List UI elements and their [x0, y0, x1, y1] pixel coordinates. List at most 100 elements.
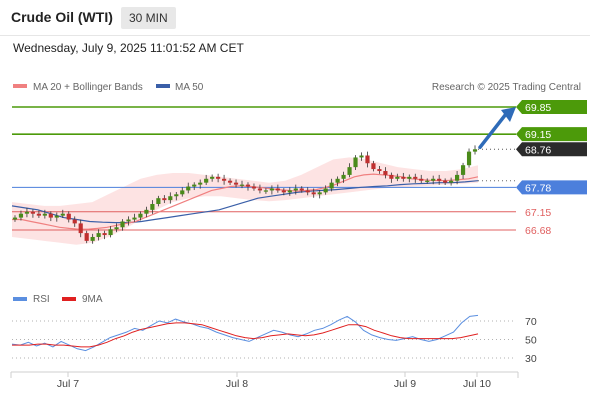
ma9-legend-swatch: [62, 297, 76, 301]
level-tags: 69.85 69.15 68.76 67.78 67.15 66.68: [516, 100, 587, 237]
candle-body: [132, 217, 137, 220]
rsi-legend-swatch: [13, 297, 27, 301]
x-tick-label: Jul 9: [394, 378, 416, 390]
x-tick-label: Jul 10: [463, 378, 491, 390]
candle-body: [114, 227, 119, 230]
ma50-legend-label: MA 50: [175, 82, 204, 93]
candles: [12, 145, 478, 244]
candle-body: [48, 213, 53, 218]
candle-body: [317, 192, 322, 195]
timestamp: Wednesday, July 9, 2025 11:01:52 AM CET: [13, 41, 244, 55]
candle-body: [18, 213, 24, 218]
candle-body: [138, 213, 143, 218]
candle-body: [210, 176, 215, 179]
level-tag-bg: [516, 142, 587, 157]
candle-body: [347, 167, 352, 175]
candle-body: [275, 188, 280, 191]
candle-body: [24, 211, 30, 214]
candle-body: [198, 182, 203, 185]
level-tag-resistance: 69.15: [525, 129, 551, 141]
x-tick-label: Jul 7: [57, 378, 79, 390]
candle-body: [401, 176, 406, 179]
level-tag-bg: [516, 127, 587, 142]
rsi-series-rsi: [11, 314, 479, 352]
candle-body: [383, 171, 388, 175]
rsi-series-9ma: [12, 322, 479, 348]
candle-body: [102, 233, 107, 236]
candle-body: [311, 192, 316, 195]
candle-body: [84, 233, 89, 241]
candle-body: [96, 233, 101, 237]
header-bar: Crude Oil (WTI) 30 MIN: [0, 0, 590, 36]
candle-body: [66, 213, 71, 220]
candle-body: [245, 184, 251, 187]
candle-body: [287, 190, 292, 193]
candle-body: [12, 217, 18, 220]
candle-body: [395, 176, 400, 179]
rsi-tick-label: 30: [525, 353, 537, 365]
forecast-arrow-head: [501, 107, 516, 122]
candle-body: [156, 198, 161, 205]
ma20-legend-label: MA 20 + Bollinger Bands: [33, 82, 143, 93]
candle-body: [263, 190, 269, 192]
candle-body: [126, 219, 131, 222]
candle-body: [329, 182, 334, 189]
candle-body: [257, 188, 263, 191]
candle-body: [431, 178, 436, 181]
moving-averages: [11, 173, 479, 230]
ma50-line: [11, 180, 479, 224]
candle-body: [437, 178, 442, 181]
instrument-title: Crude Oil (WTI): [11, 9, 113, 25]
timeframe-badge[interactable]: 30 MIN: [121, 7, 176, 29]
candle-body: [227, 180, 233, 183]
candle-body: [407, 176, 412, 179]
candle-body: [299, 188, 304, 191]
level-tag-support: 66.68: [525, 225, 551, 237]
candle-body: [269, 188, 274, 191]
candle-body: [168, 196, 173, 201]
ma20-legend-swatch: [13, 84, 27, 88]
level-tag-last: 68.76: [525, 144, 551, 156]
candle-body: [449, 180, 454, 183]
candle-body: [413, 176, 418, 179]
candle-body: [216, 176, 221, 179]
candle-body: [36, 213, 41, 216]
candle-body: [72, 219, 77, 224]
candle-body: [90, 236, 95, 241]
candle-body: [293, 188, 298, 191]
candle-body: [377, 169, 382, 172]
level-tag-pivot: 67.78: [525, 182, 551, 194]
candle-body: [466, 151, 472, 166]
candle-body: [239, 184, 245, 186]
candle-body: [221, 178, 227, 181]
rsi-panel: 70 50 30: [11, 314, 537, 365]
candle-body: [335, 178, 340, 183]
ma20-line: [12, 173, 479, 230]
candle-body: [341, 174, 346, 179]
candle-body: [60, 213, 65, 216]
candle-body: [281, 190, 286, 193]
candle-body: [365, 155, 370, 164]
ma50-legend-swatch: [156, 84, 170, 88]
candle-body: [162, 198, 167, 201]
candle-body: [460, 165, 466, 175]
forecast-arrow-shaft: [478, 112, 508, 150]
credit-text: Research © 2025 Trading Central: [432, 82, 581, 93]
rsi-tick-label: 70: [525, 316, 537, 328]
candle-body: [180, 190, 185, 195]
candle-body: [359, 155, 364, 158]
level-tag-support: 67.15: [525, 207, 551, 219]
candle-body: [150, 204, 155, 210]
candle-body: [120, 221, 125, 228]
level-tag-bg: [516, 100, 587, 114]
candle-body: [419, 178, 424, 181]
candle-body: [472, 149, 478, 152]
candle-body: [42, 213, 47, 216]
rsi-tick-label: 50: [525, 335, 537, 347]
candle-body: [204, 178, 209, 183]
candle-body: [305, 190, 310, 193]
candle-body: [192, 184, 197, 187]
candle-body: [78, 223, 83, 234]
candle-body: [54, 215, 59, 218]
